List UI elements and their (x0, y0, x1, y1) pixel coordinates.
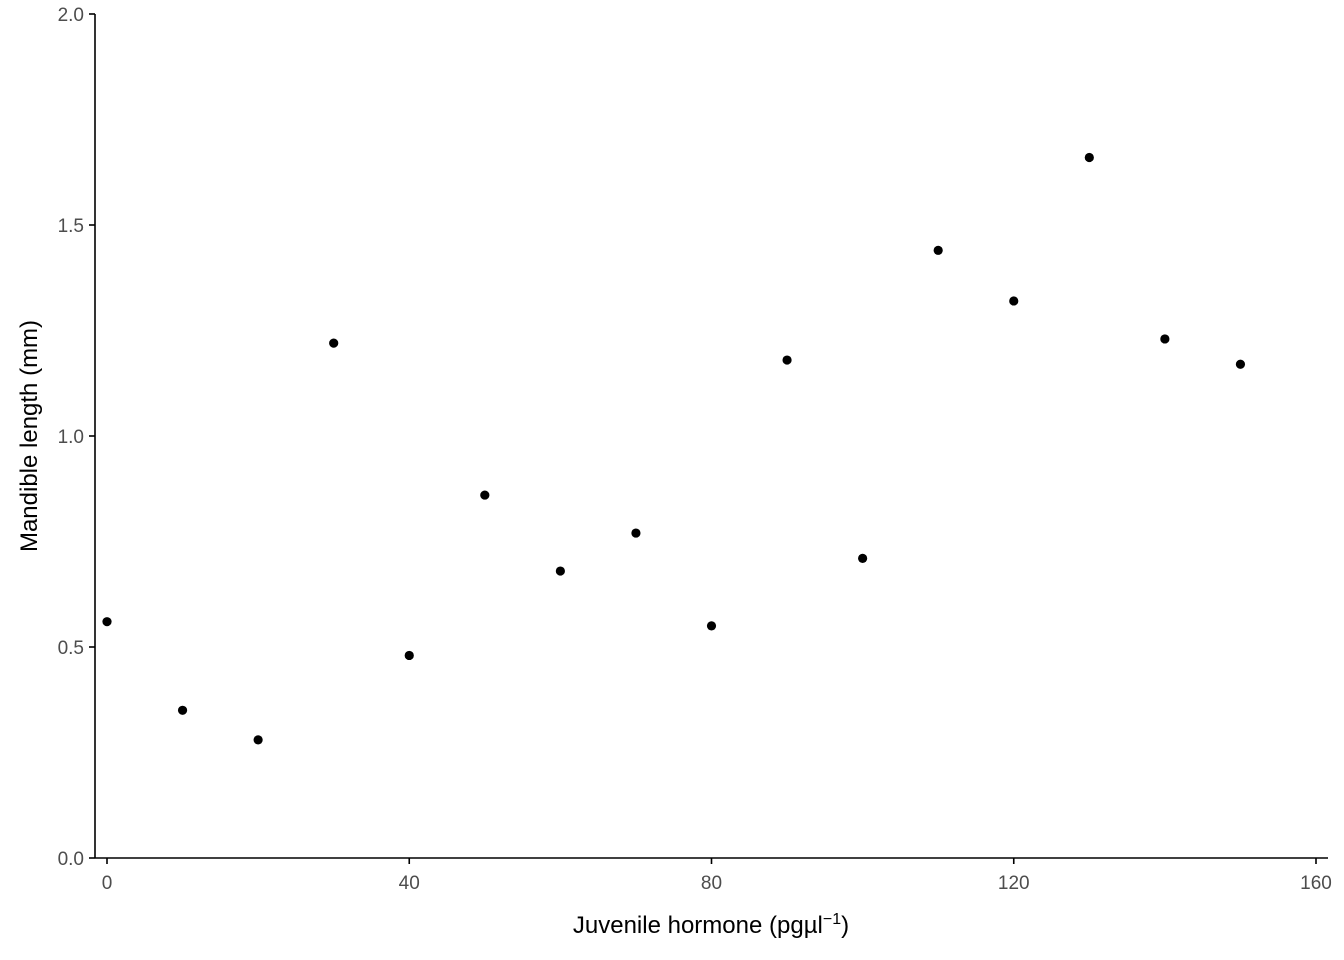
x-axis-title: Juvenile hormone (pgµl−1) (573, 911, 849, 939)
x-axis-title-superscript: −1 (823, 911, 841, 928)
x-axis-title-main: Juvenile hormone (pgµl (573, 912, 823, 939)
y-tick-label: 2.0 (58, 5, 84, 26)
x-tick-label: 40 (399, 873, 420, 894)
y-axis-title: Mandible length (mm) (16, 320, 43, 552)
data-points (102, 152, 1246, 745)
x-tick-label: 80 (701, 873, 722, 894)
x-tick-label: 160 (1300, 873, 1332, 894)
data-point (480, 490, 490, 500)
y-tick-label: 1.5 (58, 216, 84, 237)
data-point (404, 650, 414, 661)
x-tick-label: 0 (102, 873, 113, 894)
data-point (1160, 334, 1170, 344)
data-point (253, 735, 263, 745)
data-point (631, 528, 641, 538)
y-axis-ticks: 0.0 0.5 1.0 1.5 2.0 (58, 5, 95, 870)
data-point (177, 705, 188, 715)
data-point (706, 621, 717, 631)
y-tick-label: 1.0 (58, 427, 84, 448)
y-tick-label: 0.0 (58, 849, 84, 870)
x-tick-label: 120 (998, 873, 1030, 894)
x-axis-ticks: 0 40 80 120 160 (102, 858, 1332, 894)
data-point (782, 355, 792, 365)
data-point (329, 338, 339, 348)
data-point (1009, 296, 1019, 306)
y-tick-label: 0.5 (58, 638, 84, 659)
x-axis-title-close: ) (841, 912, 849, 939)
data-point (858, 553, 868, 563)
data-point (1235, 359, 1246, 369)
data-point (555, 566, 565, 576)
data-point (102, 617, 112, 627)
data-point (1084, 152, 1094, 163)
data-point (933, 245, 943, 255)
